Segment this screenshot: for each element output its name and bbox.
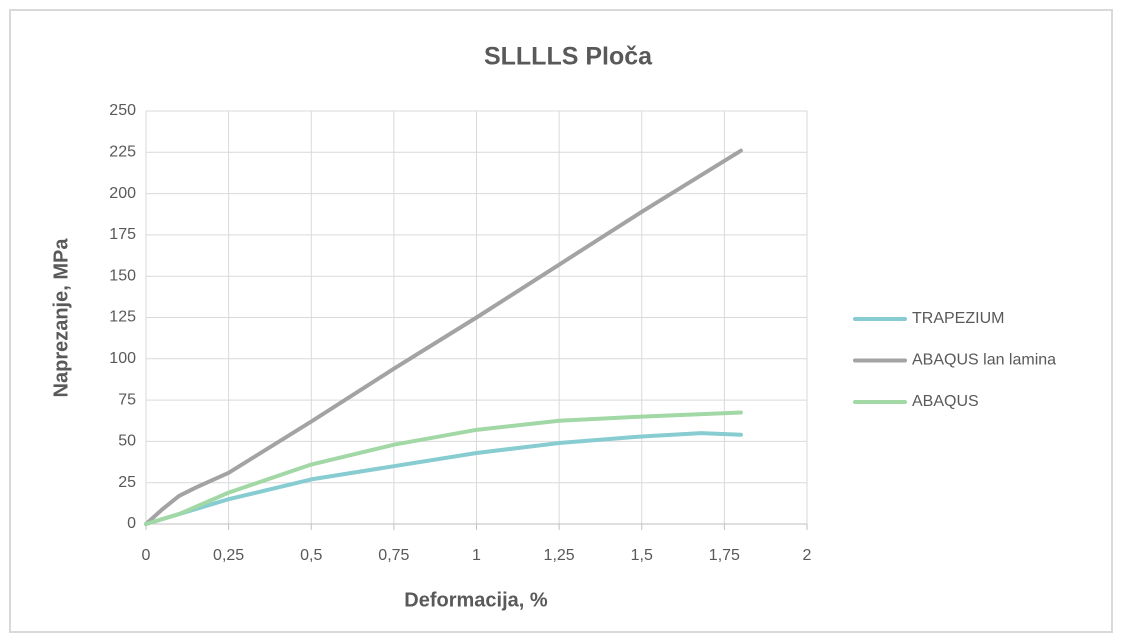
y-tick-label: 250 <box>109 102 136 119</box>
y-tick-label: 175 <box>109 226 136 243</box>
x-tick-label: 1,5 <box>631 547 653 564</box>
y-tick-label: 200 <box>109 185 136 202</box>
chart-border <box>9 9 1113 633</box>
x-tick-label: 0,5 <box>300 547 322 564</box>
series-line <box>144 148 743 526</box>
x-tick-label: 0,75 <box>378 547 409 564</box>
legend-label: TRAPEZIUM <box>912 310 1004 327</box>
legend-label: ABAQUS lan lamina <box>912 352 1056 369</box>
y-tick-label: 100 <box>109 350 136 367</box>
chart-title: SLLLLS Ploča <box>484 43 653 71</box>
y-tick-label: 125 <box>109 309 136 326</box>
y-tick-label: 150 <box>109 267 136 284</box>
x-tick-label: 1 <box>472 547 481 564</box>
series-line <box>144 410 743 526</box>
series-line <box>144 431 743 526</box>
y-tick-label: 225 <box>109 144 136 161</box>
y-tick-label: 75 <box>118 391 136 408</box>
x-tick-label: 0 <box>142 547 151 564</box>
y-tick-label: 50 <box>118 433 136 450</box>
x-tick-label: 0,25 <box>213 547 244 564</box>
legend-label: ABAQUS <box>912 393 979 410</box>
x-tick-label: 1,75 <box>709 547 740 564</box>
y-axis-label: Naprezanje, MPa <box>50 238 72 398</box>
y-tick-label: 0 <box>127 515 136 532</box>
x-tick-label: 1,25 <box>544 547 575 564</box>
x-axis-label: Deformacija, % <box>404 589 548 611</box>
y-tick-label: 25 <box>118 474 136 491</box>
x-tick-label: 2 <box>803 547 812 564</box>
